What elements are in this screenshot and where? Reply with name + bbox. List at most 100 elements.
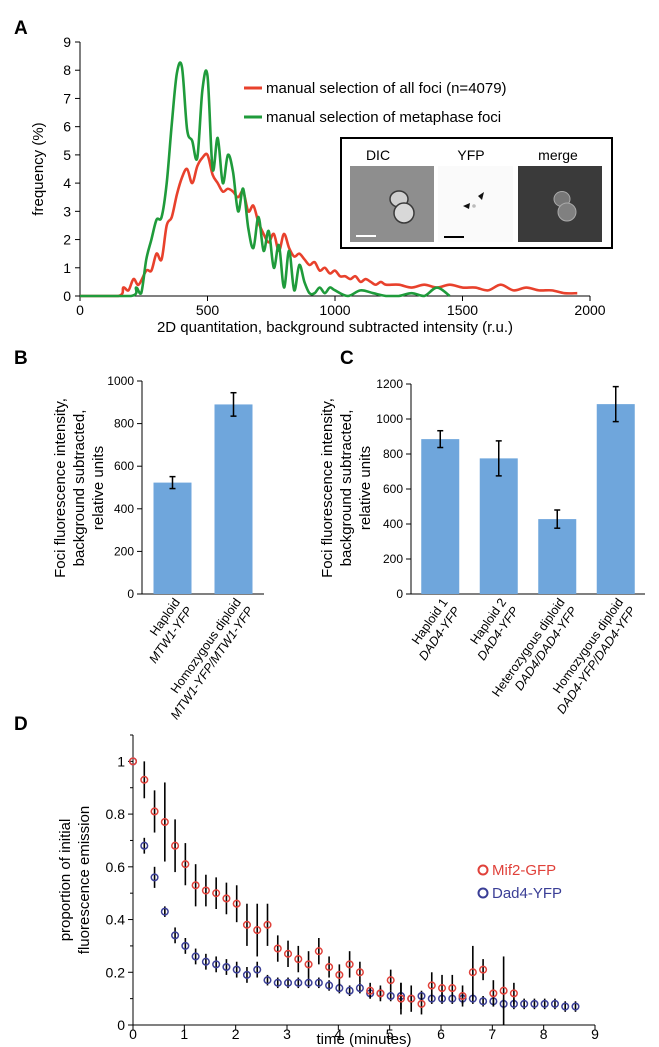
yfp-arrowhead-top — [478, 192, 484, 200]
d-x-tick-label: 0 — [129, 1026, 137, 1042]
d-dad4-point — [201, 957, 210, 966]
d-mif2-point — [314, 947, 323, 956]
d-dad4-point — [550, 999, 560, 1008]
d-dad4-point — [222, 962, 231, 972]
chart-a: 0 1 2 3 4 5 6 7 8 9 0 500 1000 1500 2000 2D quantitat… — [30, 34, 613, 336]
d-dad4-point — [386, 991, 395, 1001]
d-y-axis-title-line2: fluorescence emission — [76, 806, 93, 954]
d-x-tick-label: 8 — [540, 1026, 548, 1042]
a-y-tick-label: 0 — [63, 288, 71, 304]
d-mif2-point — [294, 955, 303, 964]
d-y-axis-title-line1: proportion of initial — [57, 819, 74, 942]
d-x-tick-label: 5 — [386, 1026, 394, 1042]
d-y-tick-label: 0 — [117, 1017, 125, 1033]
d-x-tick-label: 3 — [283, 1026, 291, 1042]
d-dad4-point — [571, 1002, 580, 1011]
b-y-tick-label: 600 — [114, 459, 134, 473]
d-y-tick-label: 0.4 — [106, 912, 126, 928]
d-y-tick-label: 0.6 — [106, 859, 126, 875]
d-dad4-point — [171, 931, 180, 940]
d-dad4-point — [561, 1002, 570, 1011]
d-mif2-point — [191, 881, 200, 890]
d-mif2-point — [407, 994, 416, 1003]
d-dad4-point — [314, 978, 323, 987]
c-bar — [538, 519, 577, 594]
d-mif2-point — [283, 949, 293, 958]
d-x-tick-label: 2 — [232, 1026, 240, 1042]
b-y-tick-label: 1000 — [107, 374, 134, 388]
a-y-tick-label: 1 — [63, 260, 71, 276]
d-mif2-point — [458, 991, 467, 1001]
a-y-tick-label: 8 — [63, 62, 71, 78]
d-dad4-point — [283, 978, 293, 987]
d-mif2-point — [489, 989, 498, 998]
c-bar — [596, 404, 635, 594]
b-y-axis-title-line2: background subtracted, — [71, 410, 88, 567]
chart-d: 0 0.2 0.4 0.6 0.8 1 0 1 2 3 4 5 6 7 8 9 time (minutes)… — [57, 734, 599, 1047]
c-category-label: Haploid 1DAD4-YFP — [404, 595, 464, 663]
dic-cell-bottom — [393, 202, 415, 224]
d-mif2-point — [212, 889, 221, 898]
c-bar — [479, 458, 518, 594]
merge-cell-bottom — [557, 202, 577, 222]
a-y-tick-label: 9 — [63, 34, 71, 50]
a-x-tick-label: 2000 — [574, 302, 605, 318]
b-category-label: HaploidMTW1-YFP — [134, 595, 196, 666]
d-legend-mif2: Mif2-GFP — [492, 862, 556, 879]
a-series-all-foci-line — [80, 152, 578, 298]
b-bar — [153, 482, 192, 594]
a-y-tick-label: 4 — [63, 175, 71, 191]
c-bar — [421, 439, 460, 594]
d-mif2-point — [140, 775, 149, 784]
d-dad4-point — [479, 997, 488, 1006]
b-y-tick-label: 800 — [114, 417, 134, 431]
d-dad4-point — [263, 976, 272, 985]
d-mif2-point — [386, 976, 395, 985]
d-x-tick-label: 6 — [437, 1026, 445, 1042]
d-mif2-point — [427, 981, 436, 990]
d-mif2-point — [232, 899, 241, 908]
b-y-tick-label: 0 — [127, 587, 134, 601]
d-dad4-point — [160, 907, 169, 916]
a-x-tick-label: 1000 — [319, 302, 350, 318]
a-y-tick-label: 5 — [63, 147, 71, 163]
b-y-tick-label: 200 — [114, 544, 134, 558]
a-legend-metaphase: manual selection of metaphase foci — [266, 109, 501, 126]
d-mif2-point — [417, 999, 426, 1008]
c-y-tick-label: 1000 — [376, 412, 403, 426]
d-mif2-point — [128, 757, 138, 766]
d-mif2-point — [366, 986, 375, 995]
d-mif2-point — [222, 894, 231, 903]
d-mif2-point — [509, 989, 518, 998]
c-y-tick-label: 1200 — [376, 377, 403, 391]
d-mif2-point — [304, 960, 313, 969]
panel-label-a: A — [14, 18, 28, 39]
b-y-tick-label: 400 — [114, 502, 134, 516]
d-mif2-point — [479, 965, 488, 974]
d-mif2-point — [242, 920, 252, 929]
a-y-tick-label: 6 — [63, 119, 71, 135]
d-x-tick-label: 4 — [334, 1026, 342, 1042]
d-dad4-point — [304, 978, 313, 987]
d-dad4-point — [345, 986, 354, 995]
a-series-metaphase-line — [80, 61, 451, 298]
c-y-tick-label: 0 — [396, 587, 403, 601]
d-dad4-point — [150, 873, 159, 882]
d-x-tick-label: 1 — [180, 1026, 188, 1042]
c-category-label: Haploid 2DAD4-YFP — [462, 595, 522, 663]
d-dad4-point — [242, 970, 252, 979]
d-dad4-point — [191, 952, 200, 961]
a-y-tick-label: 3 — [63, 203, 71, 219]
a-y-tick-label: 7 — [63, 90, 71, 106]
panel-label-d: D — [14, 714, 28, 735]
inset-label-dic: DIC — [366, 147, 390, 163]
c-y-tick-label: 800 — [383, 447, 403, 461]
b-bar — [214, 404, 253, 594]
d-dad4-point — [273, 978, 282, 987]
d-mif2-point — [437, 984, 447, 993]
a-x-tick-label: 1500 — [447, 302, 478, 318]
d-dad4-point — [325, 981, 334, 990]
panel-label-b: B — [14, 348, 28, 369]
